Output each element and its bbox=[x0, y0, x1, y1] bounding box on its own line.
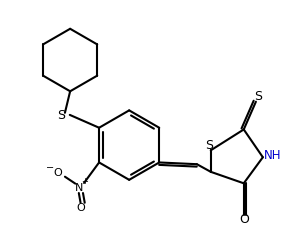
Text: S: S bbox=[254, 90, 262, 103]
Text: N: N bbox=[75, 183, 83, 193]
Text: −: − bbox=[46, 163, 54, 173]
Text: O: O bbox=[239, 213, 249, 226]
Text: NH: NH bbox=[264, 149, 281, 162]
Text: S: S bbox=[57, 109, 65, 122]
Text: O: O bbox=[76, 203, 85, 213]
Text: +: + bbox=[82, 177, 88, 186]
Text: O: O bbox=[54, 168, 62, 177]
Text: S: S bbox=[205, 139, 213, 152]
